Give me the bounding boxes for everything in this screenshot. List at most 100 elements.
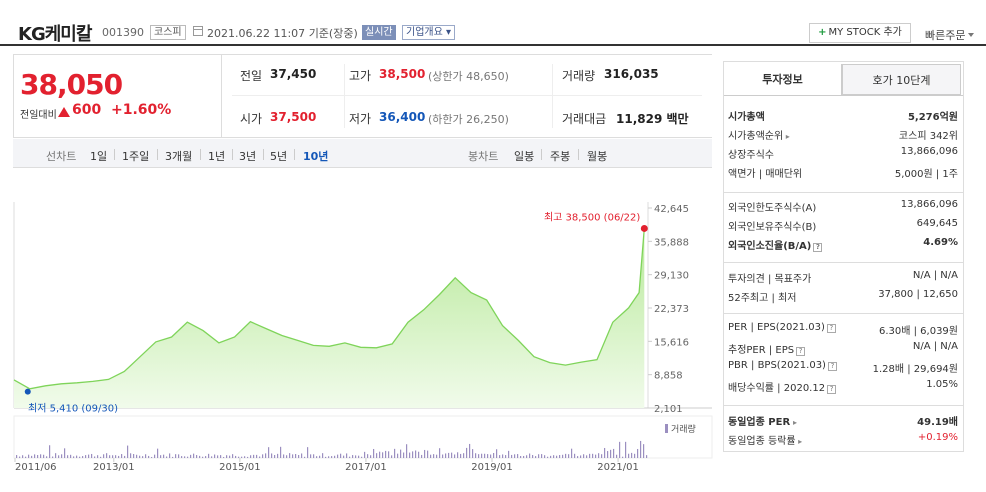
- help-icon[interactable]: ?: [826, 324, 836, 333]
- side-row: 외국인한도주식수(A) 13,866,096: [728, 196, 958, 214]
- side-row: 시가총액 5,276억원: [728, 105, 958, 123]
- volume-bar: [28, 454, 30, 458]
- volume-bar: [235, 455, 237, 458]
- amount-label: 거래대금: [562, 112, 607, 126]
- volume-bar: [328, 456, 330, 458]
- volume-bar: [472, 449, 474, 458]
- side-row-label: 동일업종 등락률 ▸: [728, 436, 803, 447]
- volume-bar: [565, 453, 567, 458]
- volume-bar: [487, 454, 489, 458]
- candle-weekly[interactable]: 주봉: [550, 150, 571, 163]
- corp-info-dropdown[interactable]: 기업개요 ▾: [402, 25, 456, 40]
- side-row-value: 13,866,096: [900, 146, 958, 157]
- volume-bar: [34, 454, 36, 458]
- volume-bar: [280, 446, 282, 458]
- side-row: 외국인소진율(B/A)? 4.69%: [728, 234, 958, 252]
- help-icon[interactable]: ?: [813, 243, 823, 252]
- volume-bar: [40, 454, 42, 458]
- volume-bar: [91, 453, 93, 458]
- volume-bar: [181, 456, 183, 458]
- volume-bar: [55, 453, 57, 458]
- low-label: 저가: [349, 112, 372, 126]
- volume-bar: [421, 454, 423, 458]
- add-mystock-button[interactable]: + MY STOCK 추가: [809, 23, 911, 43]
- volume-bar: [346, 453, 348, 458]
- chevron-right-icon[interactable]: ▸: [795, 437, 803, 446]
- quick-order-dropdown[interactable]: 빠른주문: [925, 27, 974, 43]
- candle-chart-label: 봉차트: [468, 150, 499, 163]
- candle-daily[interactable]: 일봉: [514, 150, 535, 163]
- volume-bar: [46, 456, 48, 458]
- help-icon[interactable]: ?: [827, 362, 837, 371]
- change-label: 전일대비: [20, 110, 57, 121]
- period-10y[interactable]: 10년: [303, 150, 329, 163]
- volume-bar: [517, 454, 519, 458]
- volume-bar: [202, 456, 204, 458]
- y-tick-label: 2,101: [654, 404, 683, 415]
- volume-bar: [625, 441, 627, 458]
- volume-bar: [499, 455, 501, 458]
- volume-bar: [505, 455, 507, 458]
- y-tick-label: 29,130: [654, 271, 689, 282]
- volume-bar: [148, 455, 150, 458]
- volume-bar: [592, 453, 594, 458]
- volume-bar: [586, 455, 588, 458]
- side-row-label: 투자의견 | 목표주가: [728, 274, 812, 285]
- volume-bar: [610, 449, 612, 458]
- min-point: [24, 388, 31, 395]
- period-5y[interactable]: 5년: [270, 150, 288, 163]
- volume-bar: [160, 455, 162, 458]
- volume-bar: [460, 453, 462, 458]
- volume-bar: [187, 456, 189, 458]
- volume-bar: [115, 455, 117, 458]
- volume-bar: [550, 455, 552, 458]
- chevron-right-icon[interactable]: ▸: [783, 132, 790, 141]
- volume-bar: [343, 455, 345, 458]
- volume-bar: [523, 455, 525, 458]
- volume-bar: [637, 448, 639, 458]
- volume-bar: [67, 455, 69, 458]
- volume-bar: [535, 456, 537, 458]
- side-row-value: 1.28배 | 29,694원: [872, 364, 958, 375]
- volume-bar: [64, 448, 66, 458]
- period-3y[interactable]: 3년: [239, 150, 257, 163]
- volume-bar: [253, 454, 255, 458]
- period-1y[interactable]: 1년: [208, 150, 226, 163]
- chevron-right-icon[interactable]: ▸: [790, 418, 797, 427]
- volume-bar: [391, 455, 393, 458]
- volume-bar: [490, 454, 492, 458]
- volume-bar: [448, 452, 450, 458]
- tab-investment-info[interactable]: 투자정보: [724, 64, 842, 95]
- volume-bar: [397, 453, 399, 458]
- volume-bar: [478, 454, 480, 458]
- help-icon[interactable]: ?: [796, 347, 806, 356]
- volume-bar: [223, 456, 225, 458]
- side-row-label: 동일업종 PER ▸: [728, 417, 797, 428]
- realtime-badge[interactable]: 실시간: [362, 25, 396, 40]
- volume-legend-label: 거래량: [671, 423, 696, 435]
- volume-bar: [571, 448, 573, 458]
- period-3m[interactable]: 3개월: [165, 150, 193, 163]
- tab-orderbook[interactable]: 호가 10단계: [842, 64, 961, 95]
- volume-bar: [598, 453, 600, 458]
- volume-bar: [136, 454, 138, 458]
- help-icon[interactable]: ?: [827, 385, 837, 394]
- volume-bar: [190, 454, 192, 458]
- volume-bar: [130, 453, 132, 458]
- candle-monthly[interactable]: 월봉: [587, 150, 608, 163]
- period-1w[interactable]: 1주일: [122, 150, 150, 163]
- volume-bar: [163, 454, 165, 458]
- period-1d[interactable]: 1일: [90, 150, 108, 163]
- high-value: 38,500: [379, 67, 426, 81]
- volume-bar: [631, 452, 633, 458]
- volume-bar: [61, 454, 63, 458]
- max-point: [640, 224, 648, 232]
- low-value: 36,400: [379, 110, 426, 124]
- volume-bar: [295, 453, 297, 458]
- volume-bar: [124, 455, 126, 458]
- volume-bar: [568, 454, 570, 458]
- side-row: PBR | BPS(2021.03)? 1.28배 | 29,694원: [728, 357, 958, 375]
- volume-bar: [337, 454, 339, 458]
- side-row: PER | EPS(2021.03)? 6.30배 | 6,039원: [728, 319, 958, 337]
- volume-bar: [94, 456, 96, 458]
